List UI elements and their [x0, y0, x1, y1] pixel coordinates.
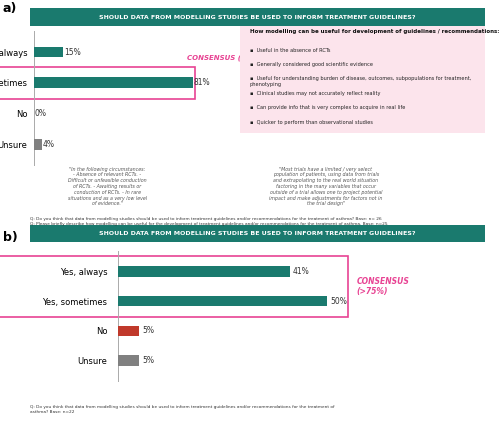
- Text: Q: Do you think that data from modelling studies should be used to inform treatm: Q: Do you think that data from modelling…: [30, 217, 382, 221]
- Bar: [34, 47, 64, 58]
- Bar: [118, 355, 140, 366]
- Bar: [34, 139, 42, 150]
- Text: 0%: 0%: [35, 109, 47, 118]
- Text: How modelling can be useful for development of guidelines / recommendations:: How modelling can be useful for developm…: [250, 29, 500, 34]
- Text: b): b): [2, 231, 17, 244]
- Text: SHOULD DATA FROM MODELLING STUDIES BE USED TO INFORM TREATMENT GUIDELINES?: SHOULD DATA FROM MODELLING STUDIES BE US…: [99, 14, 416, 20]
- Text: Q: Please briefly describe how modelling can be useful for the development of tr: Q: Please briefly describe how modelling…: [30, 222, 388, 226]
- Text: ▪  Quicker to perform than observational studies: ▪ Quicker to perform than observational …: [250, 119, 372, 125]
- Text: a): a): [2, 2, 17, 15]
- Text: ▪  Useful for understanding burden of disease, outcomes, subpopulations for trea: ▪ Useful for understanding burden of dis…: [250, 76, 471, 87]
- Text: ▪  Useful in the absence of RCTs: ▪ Useful in the absence of RCTs: [250, 48, 330, 52]
- Bar: [118, 296, 328, 307]
- Text: Q: Do you think that data from modelling studies should be used to inform treatm: Q: Do you think that data from modelling…: [30, 405, 334, 414]
- Text: "Most trials have a limited / very select
population of patients, using data fro: "Most trials have a limited / very selec…: [269, 167, 382, 207]
- Text: 15%: 15%: [64, 48, 81, 57]
- Bar: [118, 266, 290, 277]
- Text: 41%: 41%: [293, 267, 310, 276]
- Text: 5%: 5%: [142, 327, 154, 335]
- Text: 4%: 4%: [42, 140, 54, 149]
- Text: CONSENSUS (>75%): CONSENSUS (>75%): [187, 54, 266, 61]
- Text: ▪  Can provide info that is very complex to acquire in real life: ▪ Can provide info that is very complex …: [250, 105, 405, 110]
- Text: ▪  Generally considered good scientific evidence: ▪ Generally considered good scientific e…: [250, 62, 373, 67]
- Text: 5%: 5%: [142, 356, 154, 365]
- Text: SHOULD DATA FROM MODELLING STUDIES BE USED TO INFORM TREATMENT GUIDELINES?: SHOULD DATA FROM MODELLING STUDIES BE US…: [99, 231, 416, 236]
- Bar: [118, 326, 140, 336]
- Bar: [34, 77, 192, 88]
- Text: 81%: 81%: [194, 78, 210, 87]
- Text: CONSENSUS
(>75%): CONSENSUS (>75%): [356, 277, 410, 296]
- Text: 50%: 50%: [330, 297, 347, 306]
- Text: ▪  Clinical studies may not accurately reflect reality: ▪ Clinical studies may not accurately re…: [250, 91, 380, 96]
- Text: "In the following circumstances:
- Absence of relevant RCTs. -
Difficult or unfe: "In the following circumstances: - Absen…: [68, 167, 147, 207]
